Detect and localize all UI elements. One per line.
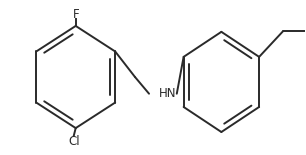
Text: Cl: Cl — [68, 135, 80, 148]
Text: HN: HN — [159, 87, 177, 100]
Text: F: F — [73, 8, 79, 21]
